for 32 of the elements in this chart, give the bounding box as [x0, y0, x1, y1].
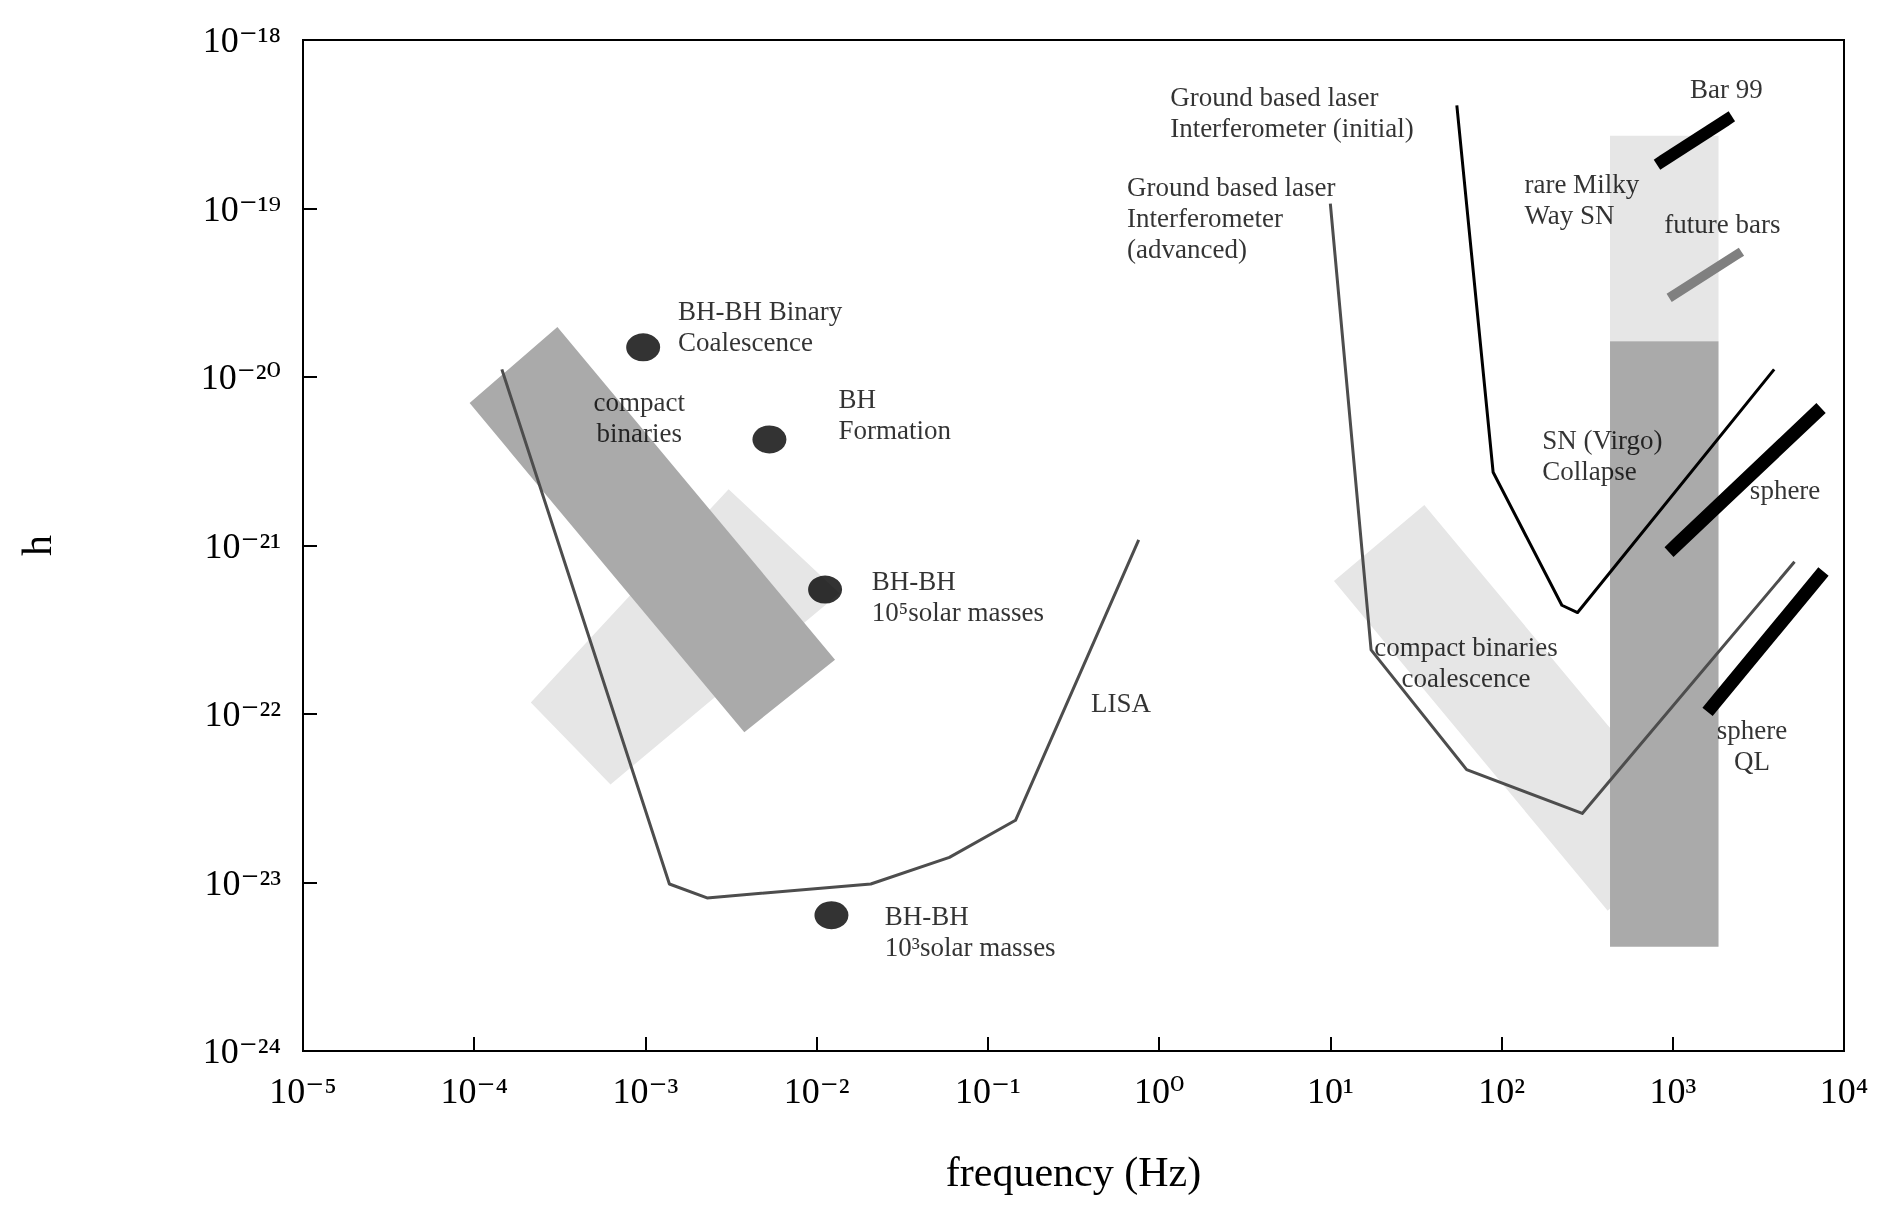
- annotation: sphere QL: [1716, 715, 1788, 777]
- annotation: BH-BH Binary Coalescence: [678, 295, 843, 357]
- annotation: BH Formation: [838, 383, 952, 445]
- annotation: compact binaries coalescence: [1374, 631, 1558, 693]
- y-tick-label: 10⁻¹⁹: [202, 188, 281, 229]
- x-tick-label: 10³: [1649, 1071, 1697, 1111]
- x-tick-label: 10⁻⁴: [440, 1071, 508, 1111]
- annotation: LISA: [1090, 687, 1152, 718]
- y-tick-label: 10⁻²⁴: [202, 1031, 281, 1071]
- x-tick-label: 10⁰: [1133, 1071, 1185, 1111]
- annotation: sphere: [1749, 475, 1821, 506]
- x-tick-label: 10⁻⁵: [269, 1071, 337, 1111]
- y-axis-title: h: [14, 535, 60, 556]
- y-tick-label: 10⁻¹⁸: [202, 20, 281, 60]
- annotation: Ground based laser Interferometer (initial): [1170, 82, 1414, 144]
- x-tick-label: 10⁻¹: [954, 1071, 1021, 1111]
- x-tick-label: 10⁻³: [612, 1071, 679, 1111]
- annotation: rare Milky Way SN: [1524, 169, 1640, 231]
- y-tick-label: 10⁻²⁰: [200, 357, 281, 397]
- x-tick-label: 10⁻²: [783, 1071, 850, 1111]
- annotation: Bar 99: [1689, 74, 1763, 105]
- annotation: BH-BH 10⁵solar masses: [871, 565, 1044, 627]
- x-tick-label: 10²: [1478, 1071, 1525, 1111]
- annotation: BH-BH 10³solar masses: [884, 901, 1056, 963]
- annotation: future bars: [1664, 208, 1781, 239]
- x-tick-label: 10¹: [1306, 1071, 1354, 1111]
- annotation: Ground based laser Interferometer (advanced): [1127, 171, 1336, 264]
- y-tick-label: 10⁻²²: [204, 694, 281, 734]
- x-axis-title: frequency (Hz): [945, 1149, 1202, 1196]
- y-tick-label: 10⁻²¹: [204, 525, 281, 566]
- y-tick-label: 10⁻²³: [204, 862, 282, 903]
- x-tick-label: 10⁴: [1819, 1071, 1869, 1111]
